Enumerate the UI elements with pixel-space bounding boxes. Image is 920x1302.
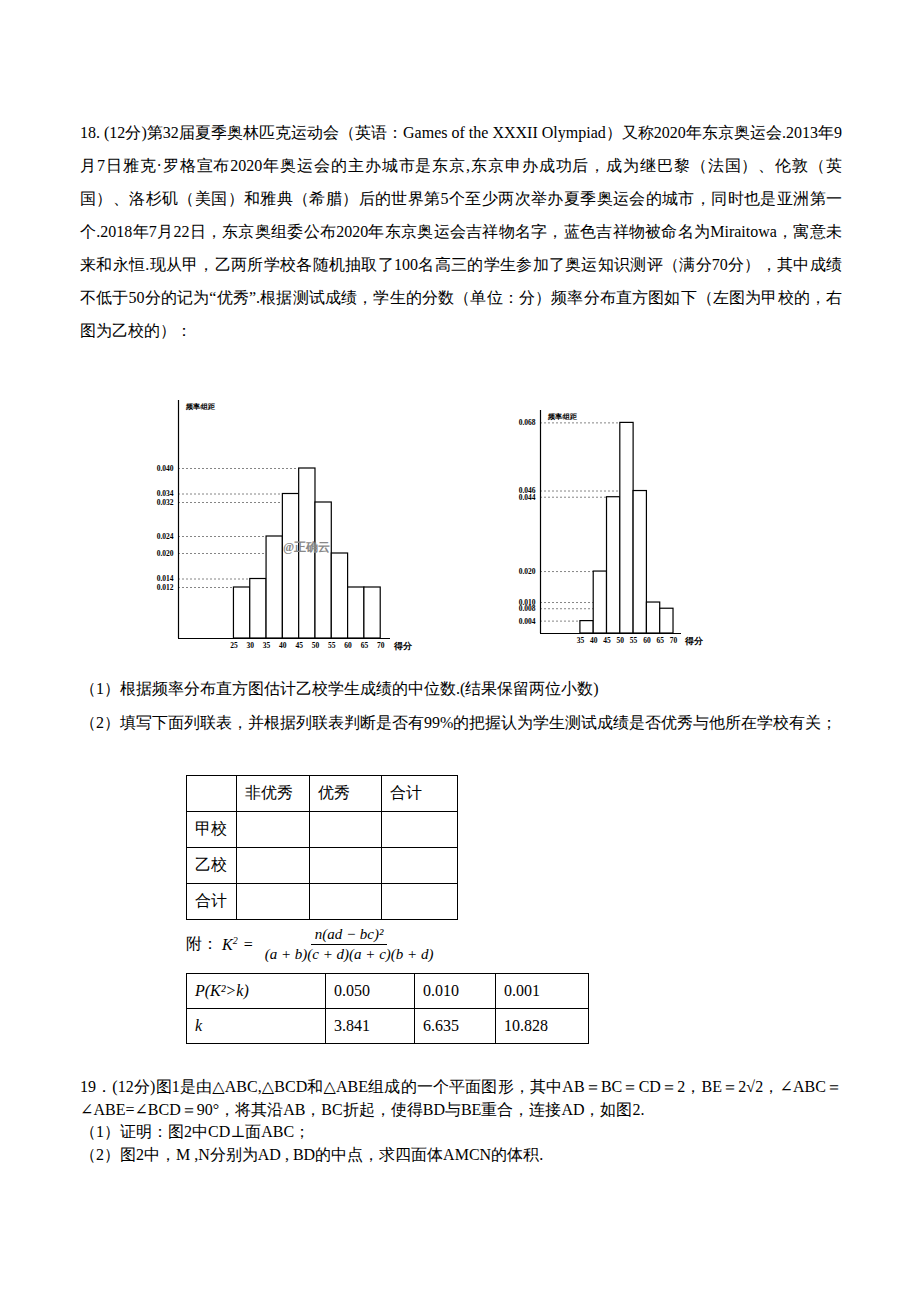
svg-text:0.004: 0.004 <box>519 617 536 626</box>
html-text:18. (12分)第32届夏季奥林匹克运动会（英语：Game: 18. (12分)第32届夏季奥林匹克运动会（英语：Games of the X… <box>80 124 842 339</box>
svg-text:0.024: 0.024 <box>157 532 174 541</box>
html-text:3.841: 3.841 <box>334 1017 370 1034</box>
svg-text:频率/组距: 频率/组距 <box>547 412 578 421</box>
html-text:19．(12分)图1是由△ABC,△BCD和△ABE组成的一: 19．(12分)图1是由△ABC,△BCD和△ABE组成的一个平面图形，其中AB… <box>80 1078 842 1118</box>
svg-text:55: 55 <box>328 641 336 650</box>
svg-text:60: 60 <box>643 636 651 645</box>
html-text:n(ad − bc)²: n(ad − bc)² <box>314 926 384 942</box>
html-text:k: k <box>195 1017 203 1034</box>
svg-text:40: 40 <box>590 636 598 645</box>
html-text:（1）证明：图2中CD⊥面ABC；: （1）证明：图2中CD⊥面ABC； <box>80 1123 311 1140</box>
html-text:非优秀: 非优秀 <box>245 784 293 801</box>
html-text:0.010: 0.010 <box>423 982 459 999</box>
svg-text:0.012: 0.012 <box>157 583 174 592</box>
html-text:（1）根据频率分布直方图估计乙校学生成绩的中位数.(结果保留: （1）根据频率分布直方图估计乙校学生成绩的中位数.(结果保留两位小数) <box>80 680 599 697</box>
html-text:合计: 合计 <box>195 892 227 909</box>
svg-text:25: 25 <box>230 641 238 650</box>
svg-text:0.046: 0.046 <box>519 486 536 495</box>
html-text:甲校: 甲校 <box>195 820 227 837</box>
svg-text:70: 70 <box>377 641 385 650</box>
html-text:乙校: 乙校 <box>195 856 227 873</box>
svg-text:0.034: 0.034 <box>157 489 174 498</box>
svg-text:45: 45 <box>295 641 303 650</box>
svg-text:70: 70 <box>670 636 678 645</box>
html-text:（2）填写下面列联表，并根据列联表判断是否有99%的把握认为: （2）填写下面列联表，并根据列联表判断是否有99%的把握认为学生测试成绩是否优秀… <box>80 714 838 731</box>
svg-text:60: 60 <box>344 641 352 650</box>
html-text:6.635: 6.635 <box>423 1017 459 1034</box>
html-text:优秀: 优秀 <box>318 784 350 801</box>
html-text:0.050: 0.050 <box>334 982 370 999</box>
svg-text:0.020: 0.020 <box>519 567 536 576</box>
svg-text:得分: 得分 <box>393 641 413 651</box>
svg-text:频率/组距: 频率/组距 <box>185 402 216 411</box>
svg-text:0.008: 0.008 <box>518 604 536 614</box>
svg-text:35: 35 <box>263 641 271 650</box>
svg-text:35: 35 <box>577 636 585 645</box>
svg-text:0.068: 0.068 <box>519 418 536 427</box>
svg-text:得分: 得分 <box>684 636 704 646</box>
svg-text:65: 65 <box>656 636 664 645</box>
html-text:0.001: 0.001 <box>504 982 540 999</box>
svg-text:0.020: 0.020 <box>157 549 174 558</box>
svg-text:0.010: 0.010 <box>519 598 536 607</box>
html-text:（2）图2中，M ,N分别为AD , BD的中点，求四面体A: （2）图2中，M ,N分别为AD , BD的中点，求四面体AMCN的体积. <box>80 1145 544 1163</box>
svg-text:40: 40 <box>279 641 287 650</box>
svg-text:0.014: 0.014 <box>157 574 174 583</box>
svg-text:30: 30 <box>247 641 255 650</box>
html-text:附： K2 =: 附： K2 = <box>186 934 253 954</box>
svg-text:65: 65 <box>361 641 369 650</box>
svg-text:0.040: 0.040 <box>157 464 174 473</box>
html-text:合计: 合计 <box>390 784 422 801</box>
svg-text:0.044: 0.044 <box>518 492 536 502</box>
svg-text:45: 45 <box>603 636 611 645</box>
svg-text:50: 50 <box>617 636 625 645</box>
svg-text:55: 55 <box>630 636 638 645</box>
svg-text:@正确云: @正确云 <box>283 540 330 554</box>
svg-text:0.032: 0.032 <box>157 498 174 507</box>
html-text:(a + b)(c + d)(a + c)(b + d): (a + b)(c + d)(a + c)(b + d) <box>264 946 434 962</box>
svg-text:50: 50 <box>312 641 320 650</box>
html-text:10.828: 10.828 <box>504 1017 548 1034</box>
html-text:P(K²>k): P(K²>k) <box>195 982 249 999</box>
